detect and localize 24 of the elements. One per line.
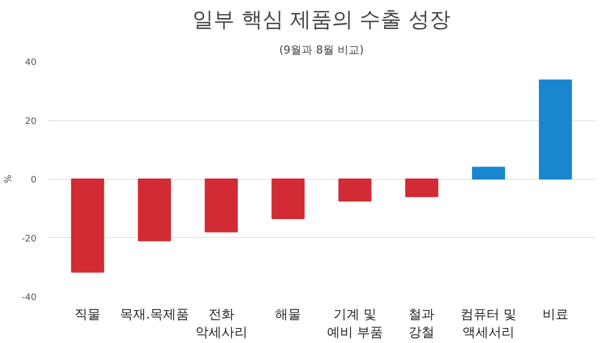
x-tick-label: 컴퓨터 및 액세서리 bbox=[460, 308, 517, 340]
bar bbox=[272, 178, 305, 220]
y-tick-label: 0 bbox=[30, 176, 37, 186]
y-tick-label: 40 bbox=[25, 58, 37, 68]
bar bbox=[472, 166, 506, 180]
y-axis-title: % bbox=[4, 174, 14, 184]
x-tick-label: 기계 및 예비 부품 bbox=[326, 308, 383, 340]
bar bbox=[405, 178, 438, 198]
bar bbox=[138, 178, 171, 242]
bar bbox=[204, 178, 238, 232]
y-tick-label: -20 bbox=[22, 234, 37, 244]
bar bbox=[71, 178, 104, 273]
chart-subtitle: (9월과 8월 비교) bbox=[279, 44, 364, 56]
chart-title: 일부 핵심 제품의 수출 성장 bbox=[192, 8, 450, 32]
x-tick-label: 직물 bbox=[74, 308, 101, 322]
y-tick-label: -40 bbox=[22, 293, 37, 303]
bar bbox=[538, 80, 572, 180]
y-tick-label: 20 bbox=[25, 116, 37, 127]
x-tick-label: 비료 bbox=[542, 308, 568, 322]
bar bbox=[338, 178, 372, 202]
x-tick-label: 철과 강철 bbox=[408, 308, 435, 340]
x-tick-label: 전화 악세사리 bbox=[195, 308, 248, 340]
x-tick-label: 해물 bbox=[275, 308, 302, 322]
x-tick-label: 목재.목제품 bbox=[120, 308, 189, 322]
